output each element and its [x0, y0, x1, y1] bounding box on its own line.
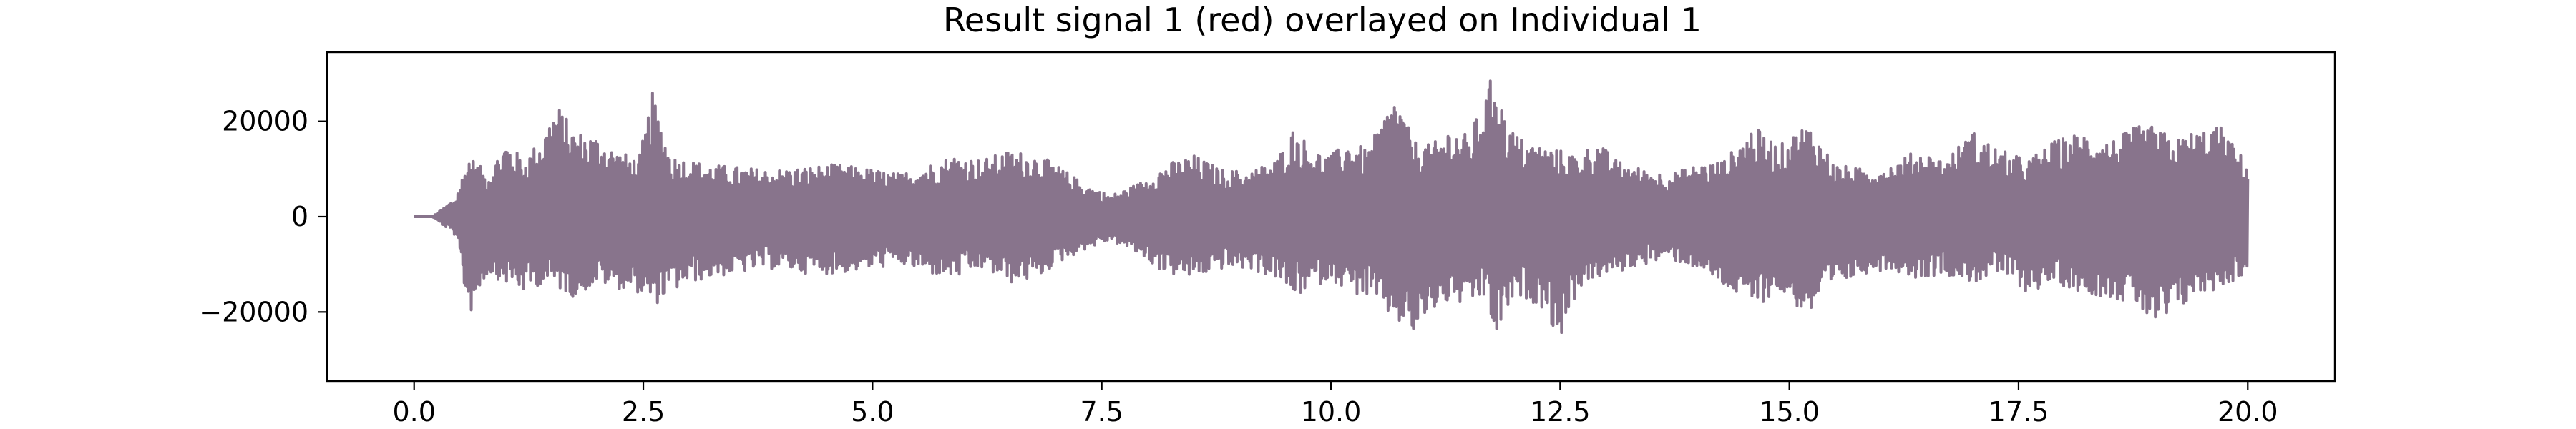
- series-line-0: [413, 79, 2250, 335]
- y-tick-label: 20000: [222, 106, 308, 137]
- x-tick-label: 0.0: [393, 396, 436, 428]
- x-tick-label: 10.0: [1301, 396, 1362, 428]
- y-tick-label: −20000: [199, 296, 308, 327]
- x-tick-label: 2.5: [622, 396, 665, 428]
- x-tick-label: 5.0: [851, 396, 894, 428]
- x-tick-label: 7.5: [1080, 396, 1123, 428]
- x-axis: 0.0 2.5 5.0 7.5 10.0 12.5 15.0 17.5 20.0: [393, 381, 2278, 428]
- x-tick-label: 12.5: [1530, 396, 1591, 428]
- x-tick-label: 20.0: [2218, 396, 2278, 428]
- y-axis: 20000 0 −20000: [199, 106, 327, 327]
- chart-title: Result signal 1 (red) overlayed on Indiv…: [943, 1, 1702, 39]
- y-tick-label: 0: [291, 201, 308, 232]
- x-tick-label: 17.5: [1989, 396, 2049, 428]
- plot-area: [413, 79, 2250, 335]
- x-tick-label: 15.0: [1759, 396, 1820, 428]
